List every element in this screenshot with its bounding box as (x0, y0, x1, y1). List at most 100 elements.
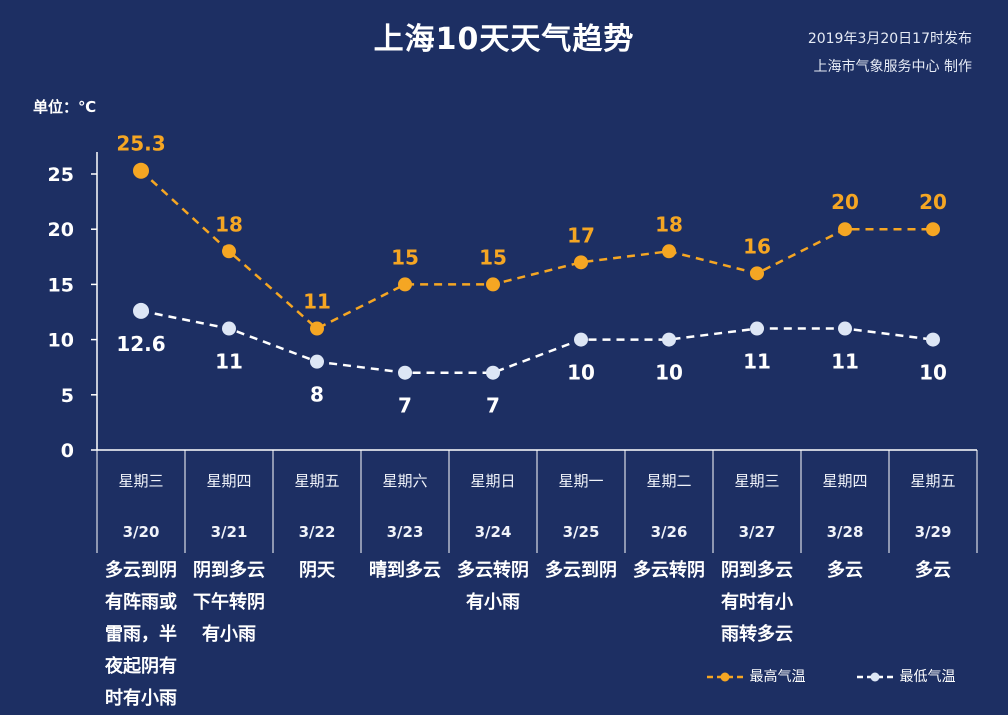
high-temp-point (310, 321, 324, 336)
date-label: 3/28 (827, 523, 864, 541)
weather-line: 有小雨 (466, 592, 520, 613)
high-temp-data-label: 18 (655, 212, 683, 236)
chart-title: 上海10天天气趋势 (373, 22, 635, 57)
low-temp-point (486, 365, 500, 380)
weather-text: 多云到阴有阵雨或雷雨，半夜起阴有时有小雨 (97, 555, 185, 715)
weather-line: 晴到多云 (369, 560, 441, 581)
high-temp-point (133, 162, 149, 179)
weekday-label: 星期四 (206, 472, 251, 490)
low-temp-data-label: 11 (215, 350, 243, 374)
weather-text: 多云到阴 (537, 555, 625, 587)
weather-line: 有阵雨或 (105, 592, 177, 613)
weekday-label: 星期二 (646, 472, 691, 490)
date-label: 3/22 (299, 523, 336, 541)
weather-line: 多云转阴 (633, 560, 705, 581)
low-temp-point (398, 365, 412, 380)
low-temp-point (222, 321, 236, 336)
weekday-label: 星期四 (822, 472, 867, 490)
weather-line: 多云到阴 (545, 560, 617, 581)
date-label: 3/27 (739, 523, 776, 541)
low-temp-line (140, 309, 934, 374)
low-temp-data-label: 10 (655, 361, 683, 385)
weather-text: 晴到多云 (361, 555, 449, 587)
weather-line: 多云 (915, 560, 951, 581)
weekday-label: 星期三 (734, 472, 779, 490)
low-temp-point (133, 302, 149, 319)
weather-line: 有时有小 (721, 592, 793, 613)
y-tick-label: 25 (48, 164, 74, 186)
y-tick-label: 15 (48, 274, 74, 296)
legend-high-swatch (707, 672, 743, 682)
weather-text: 阴到多云 下午转阴 有小雨 (185, 555, 273, 651)
low-temp-data-label: 7 (398, 394, 412, 418)
high-temp-point (486, 277, 500, 292)
high-temp-point (398, 277, 412, 292)
weather-line: 时有小雨 (105, 688, 177, 709)
low-temp-data-label: 11 (831, 350, 859, 374)
y-tick-label: 10 (48, 330, 74, 352)
y-tick-label: 20 (48, 219, 74, 241)
weather-line: 多云 (827, 560, 863, 581)
high-temp-data-label: 15 (391, 245, 419, 269)
low-temp-data-label: 10 (919, 361, 947, 385)
high-temp-line (140, 169, 933, 331)
weather-text: 多云 (801, 555, 889, 587)
date-label: 3/20 (123, 523, 160, 541)
high-temp-point (926, 222, 940, 237)
high-temp-data-label: 15 (479, 245, 507, 269)
issue-time: 2019年3月20日17时发布 (807, 31, 972, 47)
weather-line: 雷雨，半 (105, 624, 177, 645)
legend-low-swatch (857, 672, 893, 682)
weather-line: 阴到多云 (193, 560, 265, 581)
y-tick-label: 5 (61, 385, 74, 407)
high-temp-data-label: 25.3 (116, 132, 165, 156)
weekday-label: 星期五 (294, 472, 339, 490)
low-temp-point (662, 332, 676, 347)
high-temp-point (838, 222, 852, 237)
weather-text: 阴天 (273, 555, 361, 587)
high-temp-data-label: 11 (303, 290, 331, 314)
high-temp-point (574, 255, 588, 270)
low-temp-point (310, 354, 324, 369)
weather-text: 阴到多云有时有小雨转多云 (713, 555, 801, 651)
weather-line: 雨转多云 (721, 624, 793, 645)
weekday-label: 星期日 (470, 472, 515, 490)
low-temp-point (926, 332, 940, 347)
date-label: 3/24 (475, 523, 512, 541)
high-temp-point (750, 266, 764, 281)
y-tick-label: 0 (61, 440, 74, 462)
high-temp-data-label: 17 (567, 223, 595, 247)
weather-line: 阴到多云 (721, 560, 793, 581)
low-temp-data-label: 11 (743, 350, 771, 374)
weekday-label: 星期一 (558, 472, 603, 490)
high-temp-data-label: 20 (919, 190, 947, 214)
low-temp-point (838, 321, 852, 336)
low-temp-data-label: 7 (486, 394, 500, 418)
legend-low: 最低气温 (855, 666, 955, 686)
high-temp-data-label: 16 (743, 234, 771, 258)
high-temp-point (662, 244, 676, 259)
date-label: 3/29 (915, 523, 952, 541)
date-label: 3/26 (651, 523, 688, 541)
weather-line: 阴天 (299, 560, 335, 581)
unit-label: 单位：℃ (33, 98, 97, 116)
date-label: 3/21 (211, 523, 248, 541)
weather-line: 夜起阴有 (105, 656, 177, 677)
date-label: 3/25 (563, 523, 600, 541)
low-temp-data-label: 12.6 (116, 332, 165, 356)
legend-high: 最高气温 (705, 666, 805, 686)
weather-line: 多云到阴 (105, 560, 177, 581)
date-label: 3/23 (387, 523, 424, 541)
producer-credit: 上海市气象服务中心 制作 (813, 59, 972, 75)
legend-high-label: 最高气温 (749, 669, 806, 685)
low-temp-point (750, 321, 764, 336)
weather-line: 下午转阴 (193, 592, 265, 613)
weekday-label: 星期六 (382, 472, 427, 490)
weekday-label: 星期三 (118, 472, 163, 490)
high-temp-data-label: 20 (831, 190, 859, 214)
weather-text: 多云 (889, 555, 977, 587)
low-temp-data-label: 10 (567, 361, 595, 385)
weather-line: 多云转阴 (457, 560, 529, 581)
low-temp-data-label: 8 (310, 383, 324, 407)
